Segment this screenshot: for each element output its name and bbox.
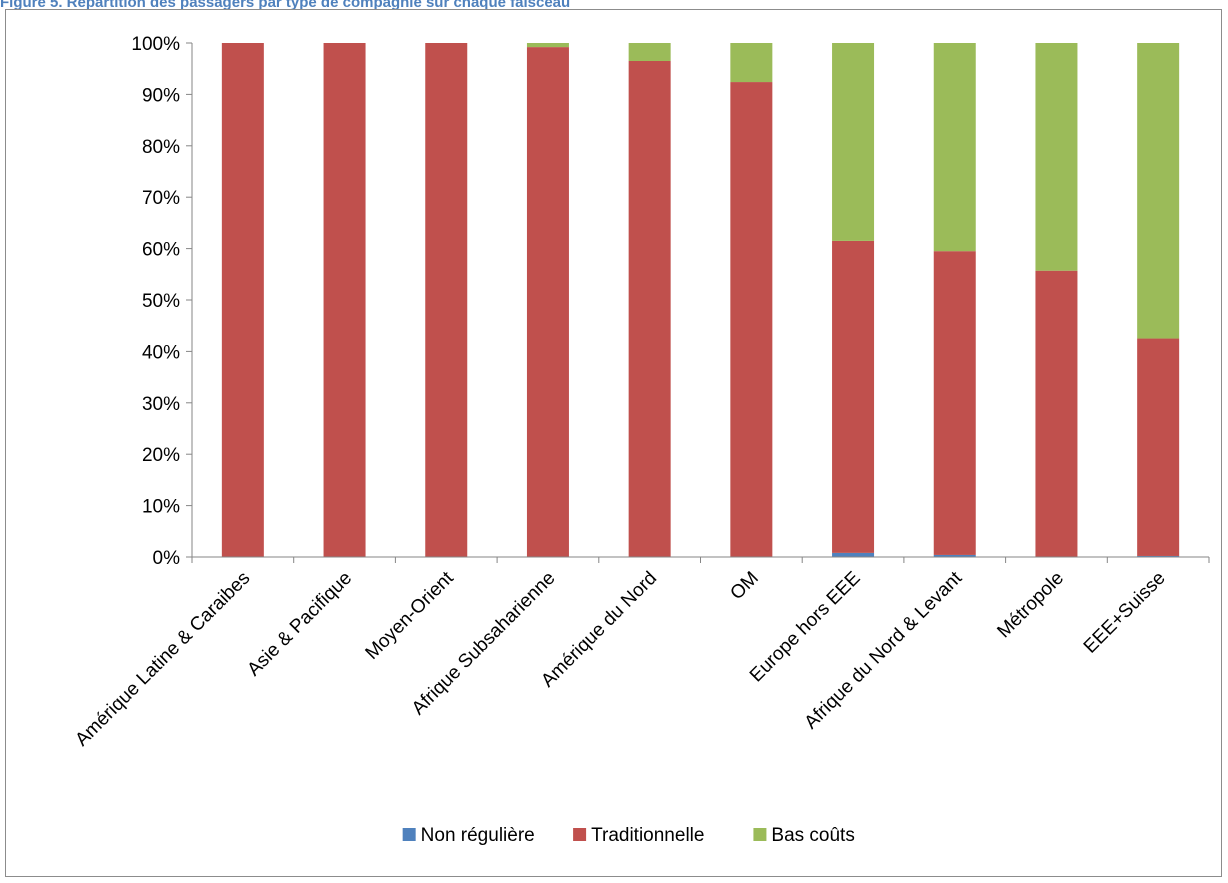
x-category-label: OM: [726, 568, 762, 604]
y-tick-label: 20%: [142, 445, 180, 466]
bar-segment-3-5: [628, 43, 671, 61]
bar-segment-3-10: [1137, 43, 1180, 339]
x-category-label: Moyen-Orient: [362, 567, 459, 664]
x-category-label: Europe hors EEE: [746, 568, 865, 687]
y-tick-label: 50%: [142, 291, 180, 312]
y-tick-label: 60%: [142, 240, 180, 261]
axes-layer: [186, 42, 1210, 563]
bar-segment-2-1: [221, 43, 264, 557]
bar-segment-2-6: [730, 82, 773, 557]
y-tick-label: 0%: [153, 548, 181, 569]
legend-label-3: Bas coûts: [771, 825, 854, 846]
bar-segment-2-5: [628, 60, 671, 558]
bar-segment-2-10: [1137, 338, 1180, 556]
x-category-label: EEE+Suisse: [1080, 568, 1170, 658]
legend-swatch-1: [402, 828, 416, 841]
x-category-label: Amérique du Nord: [537, 568, 661, 692]
legend-swatch-3: [753, 828, 767, 841]
x-category-label: Métropole: [993, 568, 1068, 643]
y-tick-label: 30%: [142, 394, 180, 415]
legend-swatch-2: [573, 828, 587, 841]
bar-segment-3-7: [832, 43, 875, 241]
x-category-label: Asie & Pacifique: [243, 568, 356, 681]
stacked-bar-chart: 0% 10% 20% 30% 40% 50% 60% 70% 80% 90% 100% Amériqu…: [71, 34, 1210, 846]
y-tick-label: 70%: [142, 188, 180, 209]
bar-segment-3-8: [933, 43, 976, 252]
bar-segment-1-7: [832, 552, 875, 557]
y-tick-label: 80%: [142, 137, 180, 158]
y-tick-label: 100%: [131, 34, 180, 55]
bar-segment-2-7: [832, 240, 875, 553]
bar-segment-3-6: [730, 43, 773, 83]
bar-segment-2-2: [323, 43, 366, 557]
bar-segment-3-4: [526, 43, 569, 48]
bar-segment-3-9: [1035, 43, 1078, 271]
legend-label-2: Traditionnelle: [591, 825, 704, 846]
y-tick-label: 90%: [142, 85, 180, 106]
bar-segment-2-4: [526, 47, 569, 558]
y-tick-label: 40%: [142, 342, 180, 363]
chart-frame: 0% 10% 20% 30% 40% 50% 60% 70% 80% 90% 100% Amériqu…: [5, 9, 1222, 877]
bar-segment-1-8: [933, 554, 976, 557]
y-tick-label: 10%: [142, 497, 180, 518]
bar-segment-2-9: [1035, 270, 1078, 557]
bar-segment-1-10: [1137, 555, 1180, 557]
x-category-label: Amérique Latine & Caraibes: [71, 568, 254, 751]
legend-label-1: Non régulière: [421, 825, 535, 846]
legend: Non régulière Traditionnelle Bas coûts: [402, 825, 855, 846]
bars-layer: [221, 43, 1180, 558]
bar-segment-2-8: [933, 251, 976, 555]
figure-title: Figure 5. Répartition des passagers par …: [0, 0, 571, 11]
bar-segment-2-3: [425, 43, 468, 557]
